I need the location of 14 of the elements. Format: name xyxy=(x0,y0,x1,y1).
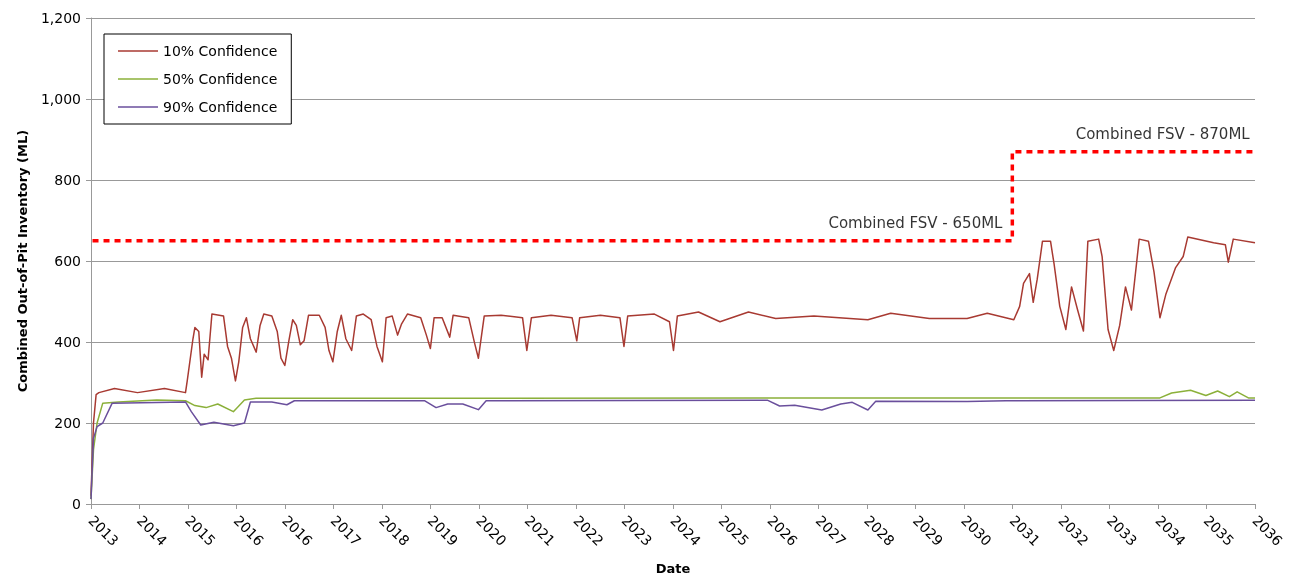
annotation: Combined FSV - 650ML xyxy=(828,214,1004,233)
legend-label: 90% Confidence xyxy=(163,99,278,115)
legend-label: 10% Confidence xyxy=(163,43,278,59)
legend-label: 50% Confidence xyxy=(163,71,278,87)
annotation: Combined FSV - 870ML xyxy=(1075,125,1251,144)
y-tick-label: 400 xyxy=(54,334,81,350)
y-tick-label: 0 xyxy=(72,496,81,512)
y-tick-label: 1,000 xyxy=(40,91,81,107)
y-tick-label: 1,200 xyxy=(40,10,81,26)
y-axis-title: Combined Out-of-Pit Inventory (ML) xyxy=(15,129,30,393)
y-tick-label: 200 xyxy=(54,415,81,431)
y-tick-label: 800 xyxy=(54,172,81,188)
x-axis-title: Date xyxy=(655,561,691,576)
y-tick-label: 600 xyxy=(54,253,81,269)
